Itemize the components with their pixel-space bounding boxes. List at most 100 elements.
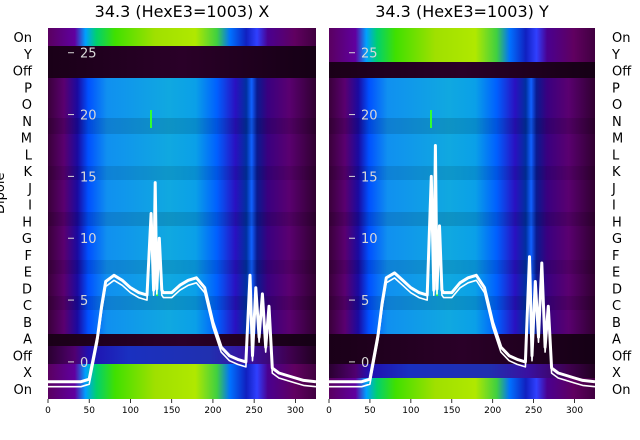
y-tick-label: 5 <box>361 294 369 309</box>
heatmap-row-stripe <box>48 260 316 274</box>
row-label-right: G <box>612 232 622 247</box>
row-label-right: A <box>612 333 621 348</box>
row-label-left: C <box>23 299 32 314</box>
row-label-left: P <box>24 81 32 96</box>
row-label-left: A <box>23 333 32 348</box>
heatmap-band-bottom-off <box>48 334 316 346</box>
row-label-right: On <box>612 31 630 46</box>
row-label-left: D <box>22 282 32 297</box>
y-tick-label: 10 <box>80 232 97 247</box>
row-label-right: C <box>612 299 621 314</box>
row-label-right: X <box>612 366 621 381</box>
heatmap-row-stripe <box>329 166 595 180</box>
row-label-right: F <box>612 249 619 264</box>
x-tick-label: 200 <box>484 406 501 416</box>
y-tick-label: 25 <box>80 47 97 62</box>
heatmap-green-mark <box>150 110 152 128</box>
heatmap-row-stripe <box>329 212 595 226</box>
panel-x-overlay <box>48 181 316 388</box>
heatmap-band-top-y <box>48 46 316 60</box>
row-label-left: J <box>27 182 32 197</box>
row-label-left: L <box>25 148 33 163</box>
row-label-right: H <box>612 215 622 230</box>
row-label-right: O <box>612 98 622 113</box>
row-label-right: J <box>611 182 616 197</box>
heatmap-row-stripe <box>329 260 595 274</box>
panel-y-overlay <box>329 144 595 388</box>
row-label-left: X <box>23 366 32 381</box>
heatmap-band-bottom-x <box>48 346 316 364</box>
y-tick-label: 20 <box>361 109 378 124</box>
x-tick-label: 150 <box>443 406 460 416</box>
row-label-left: K <box>23 165 32 180</box>
row-label-left: F <box>25 249 32 264</box>
row-label-right: On <box>612 383 630 398</box>
x-tick-label: 150 <box>163 406 180 416</box>
heatmap-row-stripe <box>48 166 316 180</box>
row-label-right: M <box>612 132 623 147</box>
row-label-right: N <box>612 115 622 130</box>
x-tick-label: 300 <box>566 406 583 416</box>
row-label-left: O <box>22 98 32 113</box>
row-label-right: L <box>612 148 620 163</box>
heatmap-band-main <box>329 78 595 334</box>
x-tick-label: 0 <box>326 406 332 416</box>
x-tick-label: 0 <box>45 406 51 416</box>
heatmap-row-stripe <box>329 118 595 134</box>
row-label-left: N <box>22 115 32 130</box>
x-tick-label: 250 <box>525 406 542 416</box>
row-label-right: E <box>612 266 620 281</box>
row-label-left: Off <box>13 65 33 80</box>
heatmap-band-bottom-on <box>329 378 595 399</box>
heatmap-row-stripe <box>48 118 316 134</box>
x-tick-label: 100 <box>402 406 419 416</box>
row-label-left: H <box>22 215 32 230</box>
y-tick-label: 15 <box>80 170 97 185</box>
row-label-left: I <box>28 199 32 214</box>
panel-y-heatmap <box>329 28 595 399</box>
row-label-right: D <box>612 282 622 297</box>
heatmap-band-top-y <box>329 62 595 78</box>
row-label-right: K <box>612 165 621 180</box>
x-tick-label: 200 <box>204 406 221 416</box>
row-label-left: On <box>14 31 32 46</box>
panel-x-ticks: 0 50 100 150 200 250 300 0 5 10 15 20 25 <box>45 47 304 416</box>
y-tick-label: 0 <box>361 356 369 371</box>
overlay-spectrum-line <box>329 149 595 388</box>
row-label-right: Y <box>611 48 620 63</box>
heatmap-green-mark <box>430 110 432 128</box>
x-tick-label: 300 <box>287 406 304 416</box>
heatmap-band-top-on <box>329 28 595 62</box>
x-tick-label: 250 <box>246 406 263 416</box>
y-tick-label: 0 <box>80 356 88 371</box>
heatmap-row-stripe <box>48 212 316 226</box>
heatmap-band-top-on <box>48 28 316 46</box>
panel-y: 34.3 (HexE3=1003) Y 0 50 100 150 200 250 300 0 5… <box>326 2 595 416</box>
overlay-spectrum-line <box>48 186 316 388</box>
panel-y-title: 34.3 (HexE3=1003) Y <box>375 2 549 21</box>
x-tick-label: 50 <box>84 406 96 416</box>
y-axis-label: Dipole <box>0 173 8 214</box>
y-tick-label: 5 <box>80 294 88 309</box>
row-label-right: B <box>612 316 621 331</box>
row-label-left: M <box>21 132 32 147</box>
panel-x: 34.3 (HexE3=1003) X 0 50 100 150 200 250 300 0 5… <box>45 2 316 416</box>
heatmap-band-top-off <box>48 60 316 78</box>
y-tick-label: 20 <box>80 109 97 124</box>
row-label-left: G <box>22 232 32 247</box>
row-label-left: E <box>24 266 32 281</box>
y-tick-label: 15 <box>361 170 378 185</box>
panel-x-title: 34.3 (HexE3=1003) X <box>95 2 270 21</box>
heatmap-band-bottom-x <box>329 364 595 378</box>
row-label-right: Off <box>612 349 632 364</box>
y-tick-label: 10 <box>361 232 378 247</box>
row-label-left: On <box>14 383 32 398</box>
y-tick-label: 25 <box>361 47 378 62</box>
panel-y-ticks: 0 50 100 150 200 250 300 0 5 10 15 20 25 <box>326 47 583 416</box>
panel-x-heatmap <box>48 28 316 399</box>
row-label-right: P <box>612 81 620 96</box>
row-label-left: B <box>23 316 32 331</box>
